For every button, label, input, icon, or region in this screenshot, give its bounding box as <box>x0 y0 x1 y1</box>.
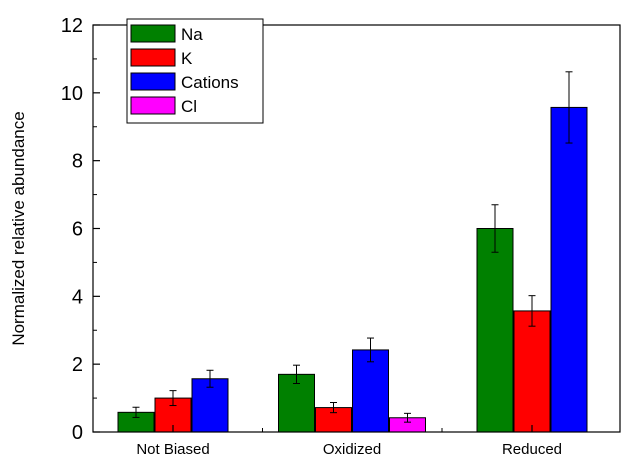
legend-swatch-na <box>130 24 176 43</box>
x-tick-label: Reduced <box>502 441 562 458</box>
bars-group <box>117 106 588 433</box>
x-tick-label: Not Biased <box>136 441 209 458</box>
y-tick-label: 2 <box>72 354 83 376</box>
errorbar-k-oxidized <box>330 401 337 414</box>
bar-k-reduced <box>513 310 551 433</box>
y-tick-label: 12 <box>61 15 83 37</box>
legend: Na K Cations Cl <box>126 18 264 124</box>
y-tick-label: 0 <box>72 422 83 444</box>
y-tick-label: 10 <box>61 83 83 105</box>
errorbar-cl-oxidized <box>404 412 411 423</box>
errorbar-cations-not-biased <box>206 369 214 388</box>
errorbar-na-not-biased <box>132 406 140 418</box>
errorbar-cations-oxidized <box>367 337 374 363</box>
y-axis-ticks: 0 2 4 6 8 10 12 <box>61 15 100 444</box>
x-axis-ticks: Not Biased Oxidized Reduced <box>136 425 562 458</box>
errorbar-k-not-biased <box>169 390 177 407</box>
y-tick-label: 6 <box>72 219 83 241</box>
errorbar-k-reduced <box>528 295 536 327</box>
bar-na-reduced <box>476 228 514 433</box>
legend-swatch-cl <box>130 96 176 115</box>
bar-cations-reduced <box>550 106 588 433</box>
y-tick-label: 8 <box>72 151 83 173</box>
legend-label-k: K <box>181 49 193 68</box>
legend-swatch-cations <box>130 72 176 91</box>
errorbar-na-reduced <box>491 204 499 253</box>
y-tick-label: 4 <box>72 286 83 308</box>
legend-label-cl: Cl <box>181 97 197 116</box>
x-tick-label: Oxidized <box>323 441 381 458</box>
y-axis-title: Normalized relative abundance <box>9 111 28 345</box>
errorbar-cations-reduced <box>565 71 573 144</box>
legend-label-na: Na <box>181 25 203 44</box>
legend-label-cations: Cations <box>181 73 239 92</box>
error-bars-group <box>132 71 573 423</box>
legend-swatch-k <box>130 48 176 67</box>
errorbar-na-oxidized <box>293 364 300 384</box>
